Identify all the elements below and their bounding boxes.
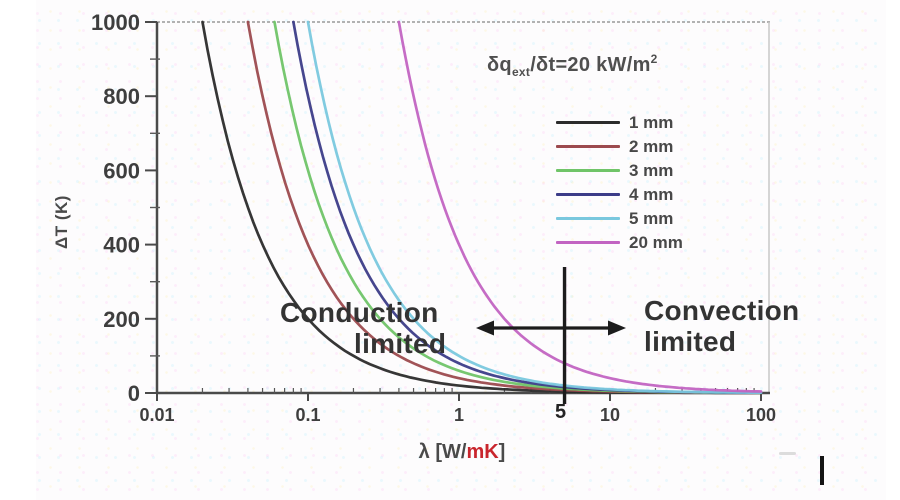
x-axis-title-suffix: ] (498, 441, 506, 463)
y-tick-label: 1000 (91, 10, 140, 35)
heat-flux-subscript: ext (511, 65, 531, 79)
legend-swatch (556, 192, 620, 196)
legend-label: 2 mm (629, 136, 674, 156)
x-tick-label: 10 (600, 405, 620, 425)
left-margin (0, 0, 36, 500)
legend-label: 3 mm (629, 160, 674, 180)
x-tick-label: 100 (746, 405, 776, 425)
legend-row: 4 mm (556, 182, 683, 206)
plot-axes: 0 200 400 600 800 1000 0.01 0.1 1 10 100 (91, 10, 776, 425)
legend-row: 20 mm (556, 230, 683, 254)
legend-row: 5 mm (556, 206, 683, 230)
plot-annotations (476, 267, 626, 404)
text-cursor-artifact (820, 456, 824, 485)
legend-row: 1 mm (556, 110, 683, 134)
legend: 1 mm 2 mm 3 mm 4 mm 5 mm 20 mm (556, 110, 683, 254)
legend-label: 20 mm (629, 232, 683, 252)
regime-arrow-right-head (608, 320, 626, 336)
x-tick-label: 0.1 (295, 405, 320, 425)
legend-label: 5 mm (629, 208, 674, 228)
y-tick-label: 0 (128, 381, 140, 406)
legend-swatch (556, 168, 620, 172)
legend-swatch (556, 240, 620, 244)
y-tick-label: 400 (103, 233, 140, 258)
legend-swatch (556, 120, 620, 124)
conduction-limited-label: Conduction limited (280, 297, 446, 360)
heat-flux-mid: /δt=20 kW/m (530, 54, 651, 76)
x-tick-label-5: 5 (554, 401, 567, 423)
conduction-limited-line1: Conduction (280, 297, 439, 328)
x-axis-title: λ [W/mK] (419, 441, 506, 464)
x-axis-title-prefix: λ [W/ (418, 441, 467, 463)
x-tick-label: 1 (454, 405, 464, 425)
legend-label: 4 mm (629, 184, 674, 204)
x-tick-label: 0.01 (139, 405, 174, 425)
convection-limited-line2: limited (644, 326, 737, 358)
y-axis-title: ΔT (K) (52, 195, 71, 249)
curve-5mm (306, 20, 763, 394)
y-tick-label: 200 (103, 307, 140, 332)
legend-swatch (556, 216, 620, 220)
x-axis-title-highlight: mK (466, 441, 499, 463)
conduction-limited-line2: limited (354, 328, 447, 360)
plot-curves (201, 20, 763, 395)
legend-row: 2 mm (556, 134, 683, 158)
convection-limited-line1: Convection (644, 295, 800, 326)
heat-flux-prefix: δq (487, 54, 512, 76)
plot-frame (157, 21, 770, 393)
y-tick-label: 800 (103, 84, 140, 109)
legend-swatch (556, 144, 620, 148)
legend-label: 1 mm (629, 112, 674, 132)
regime-arrow-left-head (476, 320, 494, 336)
y-tick-label: 600 (103, 158, 140, 183)
compression-smudge-artifact (779, 452, 796, 455)
right-margin (886, 0, 900, 500)
curve-20mm (397, 20, 763, 393)
heat-flux-annotation: δqext/δt=20 kW/m2 (487, 52, 658, 79)
heat-flux-superscript: 2 (650, 52, 658, 66)
convection-limited-label: Convection limited (644, 295, 799, 358)
legend-row: 3 mm (556, 158, 683, 182)
